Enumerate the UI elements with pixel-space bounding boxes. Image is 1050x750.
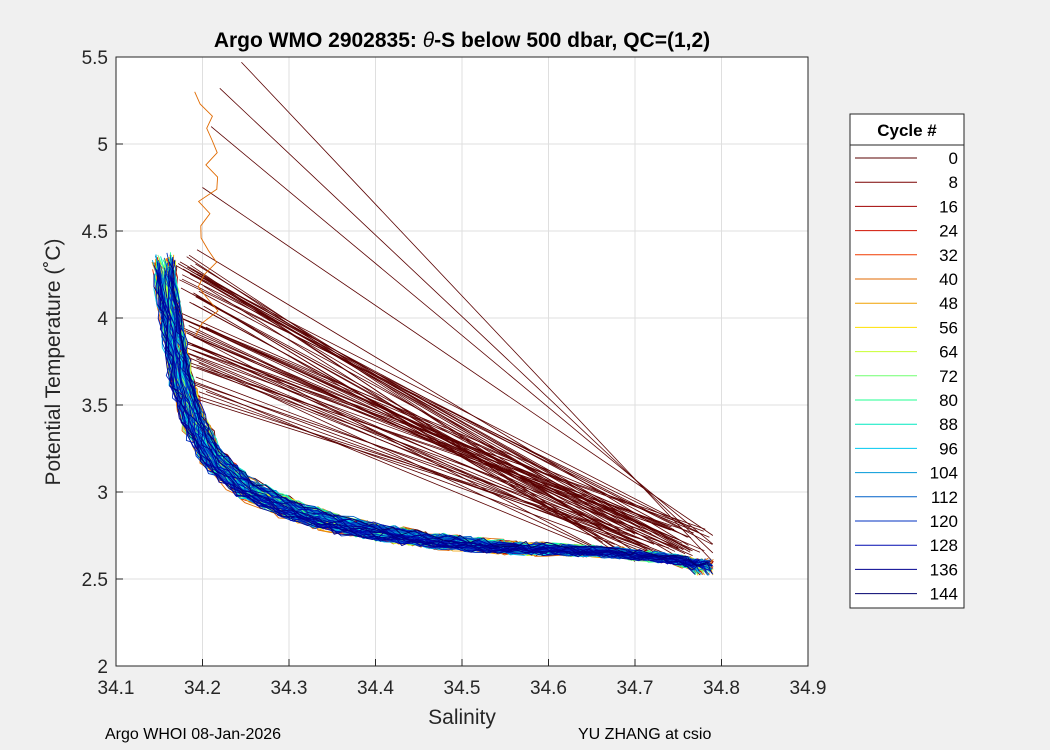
profile-connector: [180, 344, 655, 545]
y-tick-label-2: 3: [97, 483, 108, 504]
profile-connector: [179, 261, 691, 553]
profile-connector: [196, 273, 690, 528]
legend-label-10: 80: [939, 391, 958, 410]
legend-label-15: 120: [930, 512, 958, 531]
x-tick-label-4: 34.5: [444, 678, 481, 699]
profile-connector: [190, 264, 624, 558]
profile-connector: [184, 394, 669, 549]
profile-connector: [195, 323, 675, 531]
profile-connector: [179, 279, 699, 533]
title-theta: θ: [423, 29, 435, 52]
y-tick-label-1: 2.5: [82, 570, 108, 591]
profile-cycle-144: [168, 261, 713, 574]
profile-connector: [193, 336, 701, 553]
profile-connector: [196, 366, 694, 534]
y-tick-label-3: 3.5: [82, 396, 108, 417]
legend-title: Cycle #: [877, 121, 937, 140]
legend-label-1: 8: [949, 173, 958, 192]
y-tick-label-0: 2: [97, 657, 108, 678]
y-tick-label-4: 4: [97, 309, 108, 330]
legend-label-6: 48: [939, 294, 958, 313]
profile-connector: [181, 278, 713, 545]
y-tick-label-7: 5.5: [82, 48, 108, 69]
profile-connector: [203, 285, 604, 540]
profile-connector: [189, 301, 665, 558]
profile-connector: [173, 336, 646, 530]
title-prefix: Argo WMO 2902835:: [214, 29, 423, 52]
legend-label-18: 144: [930, 585, 958, 604]
profile-lines: [151, 61, 714, 576]
profile-connector: [176, 315, 710, 538]
profile-connector: [178, 389, 629, 535]
x-tick-label-8: 34.9: [790, 678, 827, 699]
profile-cycle-142: [170, 259, 713, 567]
profile-connector: [210, 126, 714, 545]
profile-connector: [183, 269, 688, 538]
x-tick-label-7: 34.8: [703, 678, 740, 699]
profile-cycle-143: [153, 273, 696, 566]
legend-label-13: 104: [930, 464, 958, 483]
profile-connector: [175, 264, 641, 528]
y-tick-label-5: 4.5: [82, 222, 108, 243]
profile-connector: [198, 362, 618, 560]
x-tick-label-5: 34.6: [530, 678, 567, 699]
chart-title: Argo WMO 2902835: θ-S below 500 dbar, QC…: [214, 29, 710, 52]
legend-label-16: 128: [930, 536, 958, 555]
axis-ticks: 34.1 34.2 34.3 34.4 34.5 34.6 34.7 34.8 34.922.5…: [82, 48, 827, 699]
x-tick-label-6: 34.7: [617, 678, 654, 699]
legend-label-5: 40: [939, 270, 958, 289]
y-axis-label: Potential Temperature (˚C): [42, 238, 65, 485]
profile-connector: [174, 347, 671, 531]
legend-box: [849, 113, 965, 609]
profile-excursion: [194, 91, 219, 336]
legend-label-2: 16: [939, 197, 958, 216]
x-tick-label-1: 34.2: [184, 678, 221, 699]
legend-label-12: 96: [939, 439, 958, 458]
footer-right: YU ZHANG at csio: [578, 726, 712, 743]
y-tick-label-6: 5: [97, 135, 108, 156]
profile-connector: [202, 187, 714, 536]
legend-label-17: 136: [930, 560, 958, 579]
x-tick-label-2: 34.3: [271, 678, 308, 699]
legend-label-9: 72: [939, 367, 958, 386]
legend-label-4: 32: [939, 246, 958, 265]
profile-connector: [198, 391, 616, 545]
title-suffix: -S below 500 dbar, QC=(1,2): [434, 29, 710, 52]
legend-label-11: 88: [939, 415, 958, 434]
legend-label-8: 64: [939, 343, 958, 362]
profile-connector: [191, 293, 611, 530]
profile-cycle-141: [167, 270, 713, 568]
legend-label-0: 0: [949, 149, 958, 168]
profile-connector: [196, 249, 689, 546]
footer-left: Argo WHOI 08-Jan-2026: [105, 726, 282, 743]
profile-connector: [177, 348, 643, 545]
legend-label-7: 56: [939, 318, 958, 337]
legend-label-3: 24: [939, 222, 958, 241]
x-tick-label-0: 34.1: [98, 678, 135, 699]
x-tick-label-3: 34.4: [357, 678, 394, 699]
x-axis-label: Salinity: [428, 706, 496, 729]
profile-connector: [195, 376, 665, 555]
legend-label-14: 112: [931, 488, 958, 507]
legend: Cycle # 0 8 16 24 32 40 48 56 64 72 80 88 96 104 112 12…: [849, 113, 965, 609]
